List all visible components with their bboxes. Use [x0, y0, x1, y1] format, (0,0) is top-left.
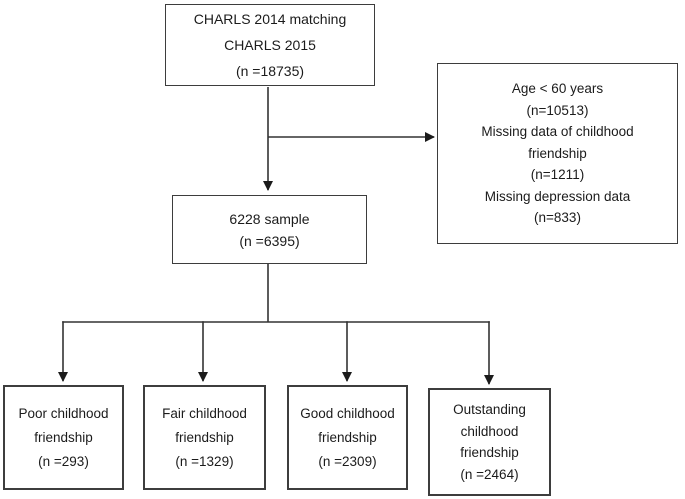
box-text-line: friendship	[175, 429, 234, 445]
box-group-good: Good childhood friendship (n =2309)	[287, 385, 408, 490]
box-text-line: (n =293)	[38, 453, 89, 469]
box-analytic-sample: 6228 sample (n =6395)	[172, 195, 367, 264]
box-text-line: (n =18735)	[235, 63, 305, 79]
box-text-line: Age < 60 years	[511, 81, 604, 97]
box-source-cohort: CHARLS 2014 matching CHARLS 2015 (n =187…	[165, 4, 375, 86]
box-text-line: (n=1211)	[530, 167, 585, 183]
box-text-line: friendship	[318, 429, 377, 445]
box-text-line: (n =2464)	[460, 466, 519, 482]
box-text-line: Poor childhood	[18, 405, 109, 421]
box-text-line: (n =6395)	[239, 232, 300, 249]
box-text-line: Good childhood	[300, 405, 395, 421]
box-text-line: 6228 sample	[229, 210, 310, 227]
box-text-line: CHARLS 2015	[224, 37, 316, 53]
box-text-line: (n =1329)	[175, 453, 234, 469]
box-text-line: CHARLS 2014 matching	[193, 11, 347, 27]
box-text-line: (n=10513)	[526, 102, 589, 118]
box-text-line: friendship	[34, 429, 93, 445]
box-exclusions: Age < 60 years (n=10513) Missing data of…	[437, 63, 678, 244]
box-text-line: Missing depression data	[484, 188, 631, 204]
box-text-line: friendship	[460, 445, 519, 460]
box-text-line: (n =2309)	[318, 453, 377, 469]
box-text-line: Outstanding	[453, 402, 526, 417]
box-text-line: (n=833)	[534, 210, 581, 226]
box-text-line: Missing data of childhood	[481, 124, 634, 140]
box-text-line: childhood	[460, 423, 519, 439]
box-group-outstanding: Outstanding childhood friendship (n =246…	[428, 388, 551, 496]
box-group-fair: Fair childhood friendship (n =1329)	[143, 385, 266, 490]
box-text-line: Fair childhood	[162, 405, 247, 421]
box-text-line: friendship	[528, 145, 587, 161]
box-group-poor: Poor childhood friendship (n =293)	[3, 385, 124, 490]
